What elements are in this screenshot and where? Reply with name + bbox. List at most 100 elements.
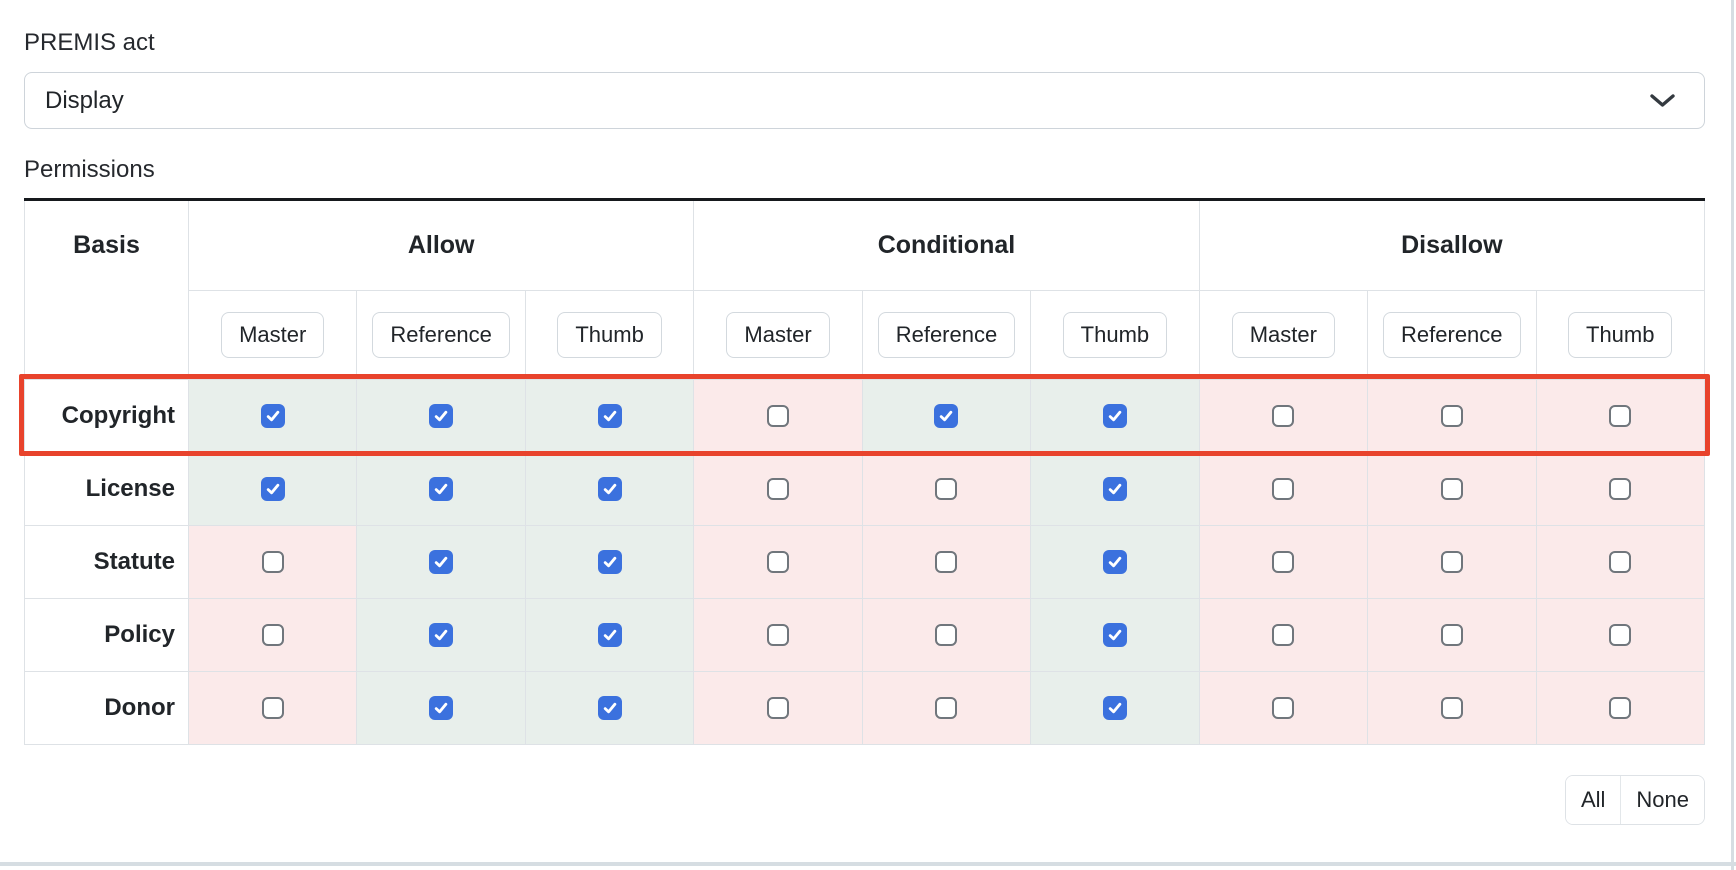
conditional-thumb-button[interactable]: Thumb	[1062, 312, 1168, 358]
permission-cell	[1198, 452, 1369, 526]
permission-cell	[1367, 671, 1537, 745]
checkbox-donor-allow-thumb[interactable]	[597, 696, 622, 720]
checkbox-copyright-conditional-reference[interactable]	[934, 404, 959, 428]
checkbox-policy-allow-master[interactable]	[261, 624, 284, 646]
permissions-table-wrap: Basis Allow Conditional Disallow Master …	[19, 198, 1710, 745]
disallow-thumb-button[interactable]: Thumb	[1568, 312, 1673, 358]
checkbox-statute-conditional-master[interactable]	[767, 551, 790, 573]
permission-cell	[356, 379, 526, 453]
permission-cell	[356, 598, 526, 672]
basis-header: Basis	[24, 199, 189, 380]
sub-header-row: Master Reference Thumb Master Reference …	[25, 290, 1705, 380]
conditional-reference-button[interactable]: Reference	[877, 312, 1016, 358]
checkbox-statute-disallow-master[interactable]	[1272, 551, 1295, 573]
conditional-master-button[interactable]: Master	[726, 312, 830, 358]
checkbox-donor-allow-master[interactable]	[261, 697, 284, 719]
checkbox-copyright-disallow-reference[interactable]	[1440, 405, 1463, 427]
checkbox-copyright-disallow-master[interactable]	[1272, 405, 1295, 427]
group-header-disallow: Disallow	[1198, 199, 1706, 291]
allow-master-button[interactable]: Master	[221, 312, 325, 358]
permission-cell	[524, 671, 695, 745]
permission-cell	[1030, 452, 1200, 526]
premis-act-selected-value: Display	[45, 86, 124, 114]
table-row: License	[24, 452, 1705, 526]
checkbox-license-disallow-master[interactable]	[1272, 478, 1295, 500]
checkbox-policy-conditional-master[interactable]	[767, 624, 790, 646]
checkbox-policy-conditional-thumb[interactable]	[1102, 623, 1127, 647]
permission-cell	[187, 671, 358, 745]
checkbox-policy-allow-thumb[interactable]	[597, 623, 622, 647]
checkbox-donor-conditional-master[interactable]	[767, 697, 790, 719]
disallow-reference-button[interactable]: Reference	[1383, 312, 1521, 358]
checkbox-statute-conditional-thumb[interactable]	[1102, 550, 1127, 574]
permission-cell	[1030, 379, 1200, 453]
permission-cell	[693, 671, 863, 745]
permissions-label: Permissions	[24, 156, 155, 183]
permission-cell	[1198, 671, 1369, 745]
permission-cell	[861, 598, 1032, 672]
checkbox-copyright-allow-master[interactable]	[260, 404, 285, 428]
permission-cell	[1367, 598, 1537, 672]
permission-cell	[861, 671, 1032, 745]
table-row: Statute	[24, 525, 1705, 599]
permission-cell	[1198, 379, 1369, 453]
checkbox-copyright-disallow-thumb[interactable]	[1609, 405, 1632, 427]
permission-cell	[693, 452, 863, 526]
checkbox-donor-disallow-reference[interactable]	[1440, 697, 1463, 719]
page-bottom-border	[0, 862, 1736, 866]
checkbox-copyright-allow-thumb[interactable]	[597, 404, 622, 428]
checkbox-statute-conditional-reference[interactable]	[935, 551, 958, 573]
premis-act-select[interactable]: Display	[24, 72, 1705, 129]
permission-cell	[1198, 598, 1369, 672]
permission-cell	[1535, 598, 1705, 672]
group-header-row: Basis Allow Conditional Disallow	[24, 199, 1706, 380]
premis-act-label: PREMIS act	[24, 29, 155, 56]
permission-cell	[861, 452, 1032, 526]
basis-label: Donor	[24, 671, 189, 745]
disallow-master-button[interactable]: Master	[1231, 312, 1335, 358]
permission-cell	[1367, 525, 1537, 599]
checkbox-donor-allow-reference[interactable]	[429, 696, 454, 720]
permission-cell	[356, 671, 526, 745]
select-all-button[interactable]: All	[1565, 776, 1621, 824]
permissions-table: Basis Allow Conditional Disallow Master …	[24, 198, 1706, 745]
checkbox-donor-disallow-master[interactable]	[1272, 697, 1295, 719]
checkbox-license-allow-thumb[interactable]	[597, 477, 622, 501]
checkbox-statute-disallow-thumb[interactable]	[1609, 551, 1632, 573]
form-panel: PREMIS act Display Permissions Basis All…	[19, 0, 1710, 825]
checkbox-policy-conditional-reference[interactable]	[935, 624, 958, 646]
checkbox-donor-disallow-thumb[interactable]	[1609, 697, 1632, 719]
permission-cell	[1535, 671, 1705, 745]
checkbox-policy-disallow-master[interactable]	[1272, 624, 1295, 646]
all-none-button-group: All None	[1564, 775, 1705, 825]
checkbox-statute-disallow-reference[interactable]	[1440, 551, 1463, 573]
checkbox-copyright-allow-reference[interactable]	[429, 404, 454, 428]
checkbox-license-conditional-master[interactable]	[767, 478, 790, 500]
checkbox-statute-allow-reference[interactable]	[429, 550, 454, 574]
checkbox-license-allow-reference[interactable]	[429, 477, 454, 501]
checkbox-statute-allow-master[interactable]	[261, 551, 284, 573]
checkbox-statute-allow-thumb[interactable]	[597, 550, 622, 574]
checkbox-policy-disallow-thumb[interactable]	[1609, 624, 1632, 646]
allow-thumb-button[interactable]: Thumb	[557, 312, 662, 358]
checkbox-copyright-conditional-master[interactable]	[767, 405, 790, 427]
permission-cell	[861, 379, 1032, 453]
checkbox-donor-conditional-reference[interactable]	[935, 697, 958, 719]
checkbox-donor-conditional-thumb[interactable]	[1102, 696, 1127, 720]
permission-cell	[187, 379, 358, 453]
checkbox-copyright-conditional-thumb[interactable]	[1102, 404, 1127, 428]
checkbox-policy-disallow-reference[interactable]	[1440, 624, 1463, 646]
checkbox-license-conditional-reference[interactable]	[935, 478, 958, 500]
permission-cell	[1535, 379, 1705, 453]
checkbox-policy-allow-reference[interactable]	[429, 623, 454, 647]
allow-reference-button[interactable]: Reference	[372, 312, 510, 358]
permission-cell	[693, 525, 863, 599]
checkbox-license-allow-master[interactable]	[260, 477, 285, 501]
table-row: Copyright	[24, 379, 1705, 453]
select-none-button[interactable]: None	[1620, 776, 1704, 824]
checkbox-license-disallow-reference[interactable]	[1440, 478, 1463, 500]
checkbox-license-conditional-thumb[interactable]	[1102, 477, 1127, 501]
checkbox-license-disallow-thumb[interactable]	[1609, 478, 1632, 500]
basis-label: Policy	[24, 598, 189, 672]
table-row: Policy	[24, 598, 1705, 672]
